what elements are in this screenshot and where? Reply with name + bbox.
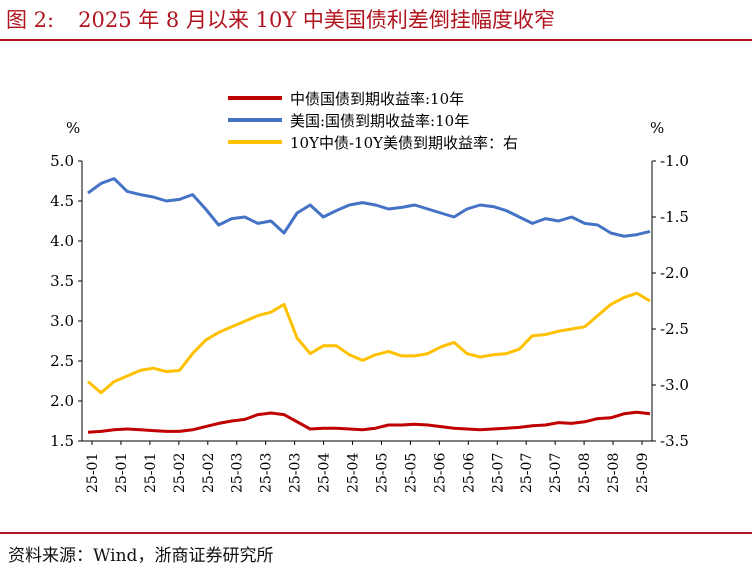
- series-us-10y-line: [87, 177, 651, 238]
- left-tick-label: 1.5: [50, 432, 74, 450]
- x-tick-label: 25-07: [548, 453, 564, 493]
- right-axis-unit: %: [650, 119, 664, 137]
- left-tick-label: 4.0: [50, 232, 74, 250]
- x-tick-label: 25-03: [230, 453, 246, 493]
- x-tick-label: 25-01: [85, 453, 101, 493]
- x-tick-label: 25-01: [143, 453, 159, 493]
- x-tick-label: 25-06: [432, 453, 448, 493]
- right-tick-label: -3.5: [660, 432, 689, 450]
- left-tick-label: 3.0: [50, 312, 74, 330]
- top-divider: [0, 39, 752, 41]
- x-tick-label: 25-07: [519, 453, 535, 493]
- x-tick-label: 25-05: [374, 453, 390, 493]
- right-tick-label: -2.0: [660, 264, 689, 282]
- legend-label-us: 美国:国债到期收益率:10年: [290, 112, 469, 130]
- x-tick-label: 25-08: [606, 453, 622, 493]
- series-spread-line: [87, 291, 651, 395]
- line-chart: 1.5 2.0 2.5 3.0 3.5 4.0 4.5 5.0 -3.5 -3.0 -2.5 -2.0…: [50, 90, 689, 493]
- x-tick-label: 25-08: [577, 453, 593, 493]
- left-tick-label: 2.0: [50, 392, 74, 410]
- x-tick-label: 25-04: [317, 453, 333, 493]
- right-tick-label: -1.0: [660, 152, 689, 170]
- x-tick-label: 25-07: [490, 453, 506, 493]
- x-tick-label: 25-02: [172, 453, 188, 493]
- left-tick-label: 2.5: [50, 352, 74, 370]
- x-tick-label: 25-02: [201, 453, 217, 493]
- x-tick-label: 25-03: [259, 453, 275, 493]
- figure-label: 图 2:: [6, 8, 55, 32]
- x-tick-label: 25-09: [635, 453, 651, 493]
- figure-title-bar: 图 2: 2025 年 8 月以来 10Y 中美国债利差倒挂幅度收窄: [6, 4, 555, 34]
- legend-label-cn: 中债国债到期收益率:10年: [290, 90, 464, 108]
- x-tick-label: 25-06: [461, 453, 477, 493]
- x-tick-label: 25-04: [346, 453, 362, 493]
- axes-layer: 1.5 2.0 2.5 3.0 3.5 4.0 4.5 5.0 -3.5 -3.0 -2.5 -2.0…: [50, 152, 689, 493]
- right-tick-label: -2.5: [660, 320, 689, 338]
- figure-title: 2025 年 8 月以来 10Y 中美国债利差倒挂幅度收窄: [78, 8, 555, 32]
- x-tick-label: 25-01: [114, 453, 130, 493]
- left-axis-unit: %: [66, 119, 80, 137]
- left-tick-label: 4.5: [50, 192, 74, 210]
- series-layer: [87, 177, 651, 434]
- x-tick-label: 25-05: [403, 453, 419, 493]
- left-tick-label: 5.0: [50, 152, 74, 170]
- source-note: 资料来源：Wind，浙商证券研究所: [8, 546, 274, 566]
- bottom-divider: [0, 532, 752, 534]
- right-tick-label: -1.5: [660, 208, 689, 226]
- right-tick-label: -3.0: [660, 376, 689, 394]
- x-tick-label: 25-03: [288, 453, 304, 493]
- series-cn-10y-line: [87, 410, 651, 434]
- legend-label-spread: 10Y中债-10Y美债到期收益率：右: [290, 134, 518, 152]
- left-tick-label: 3.5: [50, 272, 74, 290]
- legend: 中债国债到期收益率:10年 美国:国债到期收益率:10年 10Y中债-10Y美债…: [228, 90, 518, 152]
